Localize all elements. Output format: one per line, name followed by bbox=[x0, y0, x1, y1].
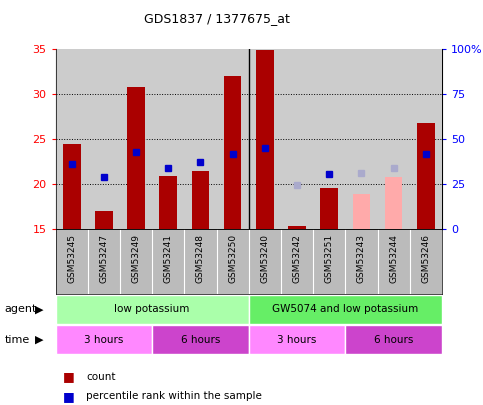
Text: ■: ■ bbox=[63, 390, 74, 403]
Text: GSM53248: GSM53248 bbox=[196, 234, 205, 283]
Bar bbox=[159, 176, 177, 229]
Bar bbox=[192, 171, 209, 229]
Bar bbox=[345, 325, 442, 354]
Text: agent: agent bbox=[5, 305, 37, 314]
Text: ■: ■ bbox=[63, 370, 74, 383]
Text: time: time bbox=[5, 335, 30, 345]
Bar bbox=[353, 194, 370, 229]
Text: ▶: ▶ bbox=[35, 305, 43, 314]
Text: GSM53243: GSM53243 bbox=[357, 234, 366, 283]
Text: GSM53240: GSM53240 bbox=[260, 234, 270, 283]
Text: GSM53249: GSM53249 bbox=[131, 234, 141, 283]
Bar bbox=[249, 325, 345, 354]
Text: GSM53246: GSM53246 bbox=[421, 234, 430, 283]
Text: low potassium: low potassium bbox=[114, 305, 190, 314]
Text: ▶: ▶ bbox=[35, 335, 43, 345]
Text: GSM53245: GSM53245 bbox=[67, 234, 76, 283]
Bar bbox=[152, 325, 249, 354]
Bar bbox=[417, 124, 435, 229]
Bar bbox=[127, 87, 145, 229]
Text: GW5074 and low potassium: GW5074 and low potassium bbox=[272, 305, 418, 314]
Bar bbox=[95, 211, 113, 229]
Text: GSM53244: GSM53244 bbox=[389, 234, 398, 283]
Text: GDS1837 / 1377675_at: GDS1837 / 1377675_at bbox=[144, 12, 290, 25]
Text: 6 hours: 6 hours bbox=[374, 335, 413, 345]
Text: percentile rank within the sample: percentile rank within the sample bbox=[86, 391, 262, 401]
Text: GSM53251: GSM53251 bbox=[325, 234, 334, 283]
Text: 3 hours: 3 hours bbox=[277, 335, 317, 345]
Text: GSM53250: GSM53250 bbox=[228, 234, 237, 283]
Bar bbox=[224, 76, 242, 229]
Text: count: count bbox=[86, 372, 115, 382]
Text: 3 hours: 3 hours bbox=[84, 335, 124, 345]
Text: GSM53247: GSM53247 bbox=[99, 234, 108, 283]
Bar bbox=[288, 226, 306, 229]
Text: GSM53242: GSM53242 bbox=[293, 234, 301, 283]
Bar bbox=[320, 188, 338, 229]
Bar bbox=[385, 177, 402, 229]
Bar bbox=[56, 325, 152, 354]
Bar bbox=[63, 144, 81, 229]
Bar bbox=[56, 295, 249, 324]
Bar bbox=[249, 295, 442, 324]
Text: 6 hours: 6 hours bbox=[181, 335, 220, 345]
Bar bbox=[256, 50, 274, 229]
Text: GSM53241: GSM53241 bbox=[164, 234, 173, 283]
